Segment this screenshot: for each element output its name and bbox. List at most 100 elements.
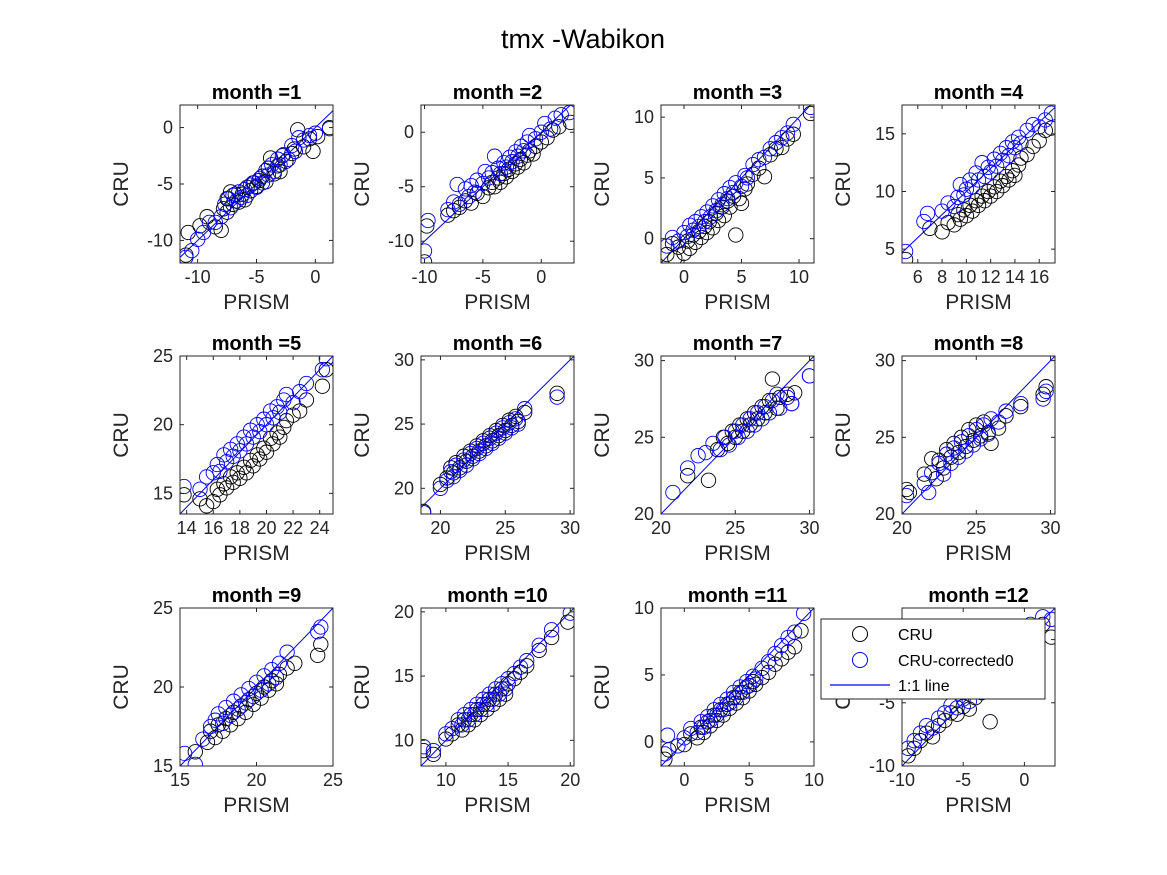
point-cru — [230, 710, 246, 727]
point-cru-corrected — [924, 720, 941, 736]
point-cru — [187, 744, 203, 760]
y-axis-label: CRU — [591, 664, 614, 710]
point-cru-corrected — [513, 138, 530, 155]
point-cru-corrected — [931, 455, 947, 472]
x-axis-label: PRISM — [464, 794, 531, 817]
x-tick-label: 25 — [966, 518, 986, 538]
x-tick-label: 12 — [981, 267, 1001, 287]
point-cru-corrected — [760, 653, 777, 670]
point-cru-corrected — [670, 233, 686, 249]
x-tick-label: 20 — [651, 518, 671, 538]
point-cru — [976, 193, 993, 209]
point-cru-corrected — [272, 157, 288, 173]
subplot-month-6: 20 25 30 20 25 30 month =6 PRISM CRU — [351, 333, 580, 565]
point-cru — [301, 131, 318, 147]
axes-box — [420, 355, 575, 515]
point-cru-corrected — [737, 167, 753, 184]
point-cru-corrected — [195, 731, 211, 747]
point-cru — [670, 239, 686, 255]
point-cru-corrected — [519, 653, 535, 669]
subplot-month-7: 20 25 30 20 25 30 month =7 PRISM CRU — [591, 333, 820, 565]
point-cru — [440, 207, 456, 223]
point-cru — [741, 683, 757, 699]
point-cru-corrected — [1007, 140, 1023, 156]
x-axis-label: PRISM — [945, 794, 1012, 817]
subplot-title: month =8 — [934, 333, 1023, 355]
subplot-title: month =10 — [447, 585, 548, 607]
point-cru-corrected — [906, 733, 922, 749]
point-cru — [1004, 163, 1021, 179]
point-cru-corrected — [448, 457, 464, 473]
point-cru-corrected — [661, 727, 676, 743]
x-axis-label: PRISM — [464, 291, 531, 314]
x-tick-label: 20 — [430, 518, 450, 538]
y-tick-label: -10 — [147, 230, 173, 250]
point-cru-corrected — [714, 197, 730, 213]
point-cru-corrected — [225, 693, 242, 709]
point-cru-corrected — [725, 184, 742, 201]
point-cru — [986, 179, 1002, 195]
point-cru — [1043, 120, 1055, 136]
legend-marker-cru-corrected — [852, 652, 868, 668]
subplot-grid: -10 -5 0 -10 -5 0 month =1 PRISM CRU -10 -5 0 -10 -5 0… — [110, 82, 1061, 817]
point-cru — [314, 378, 331, 394]
x-tick-label: 25 — [323, 770, 343, 790]
point-cru-corrected — [497, 681, 514, 697]
data-layer — [661, 105, 814, 263]
y-tick-label: 25 — [153, 346, 173, 366]
y-axis-label: CRU — [351, 161, 374, 207]
y-tick-label: 5 — [644, 665, 654, 685]
point-cru — [1007, 167, 1023, 184]
x-axis-label: PRISM — [223, 794, 290, 817]
point-cru-corrected — [454, 717, 470, 733]
data-layer — [661, 356, 814, 514]
point-cru — [928, 471, 944, 487]
point-cru-corrected — [264, 661, 280, 678]
point-cru — [519, 658, 535, 674]
point-cru — [937, 712, 953, 729]
point-cru-corrected — [461, 188, 477, 205]
point-cru — [680, 468, 696, 484]
point-cru-corrected — [421, 243, 433, 259]
point-cru-corrected — [779, 125, 796, 141]
x-tick-label: -10 — [185, 267, 211, 287]
point-cru-corrected — [261, 676, 277, 692]
y-tick-label: 20 — [634, 504, 654, 524]
point-cru-corrected — [1035, 391, 1051, 407]
subplot-month-10: 10 15 20 10 15 20 month =10 PRISM CRU — [351, 585, 580, 817]
point-cru — [463, 195, 479, 211]
point-cru-corrected — [934, 203, 950, 219]
point-cru-corrected — [527, 131, 544, 147]
point-cru — [510, 159, 526, 175]
subplot-month-3: 0 5 10 0 5 10 month =3 PRISM CRU — [591, 82, 815, 314]
point-cru-corrected — [795, 608, 812, 622]
point-cru — [968, 417, 984, 433]
point-cru — [958, 208, 975, 224]
point-cru-corrected — [492, 165, 509, 182]
point-cru-corrected — [946, 198, 962, 215]
point-cru-corrected — [697, 444, 714, 461]
point-cru-corrected — [902, 243, 914, 260]
y-tick-label: 25 — [394, 414, 414, 434]
point-cru-corrected — [665, 484, 681, 501]
y-tick-label: 15 — [153, 756, 173, 776]
point-cru-corrected — [463, 701, 479, 718]
data-layer — [421, 608, 574, 766]
point-cru-corrected — [709, 707, 725, 723]
x-tick-label: 20 — [892, 518, 912, 538]
point-cru-corrected — [241, 680, 257, 697]
x-tick-label: 25 — [495, 518, 515, 538]
point-cru-corrected — [222, 707, 239, 724]
point-cru — [180, 487, 192, 503]
point-cru-corrected — [491, 686, 508, 702]
point-cru — [318, 362, 333, 378]
point-cru-corrected — [708, 203, 724, 219]
subplot-title: month =4 — [934, 82, 1024, 104]
point-cru-corrected — [465, 451, 481, 467]
point-cru-corrected — [983, 411, 999, 427]
point-cru-corrected — [264, 157, 280, 173]
point-cru-corrected — [444, 721, 460, 737]
point-cru — [549, 385, 565, 401]
point-cru-corrected — [721, 437, 737, 453]
point-cru-corrected — [318, 356, 333, 367]
